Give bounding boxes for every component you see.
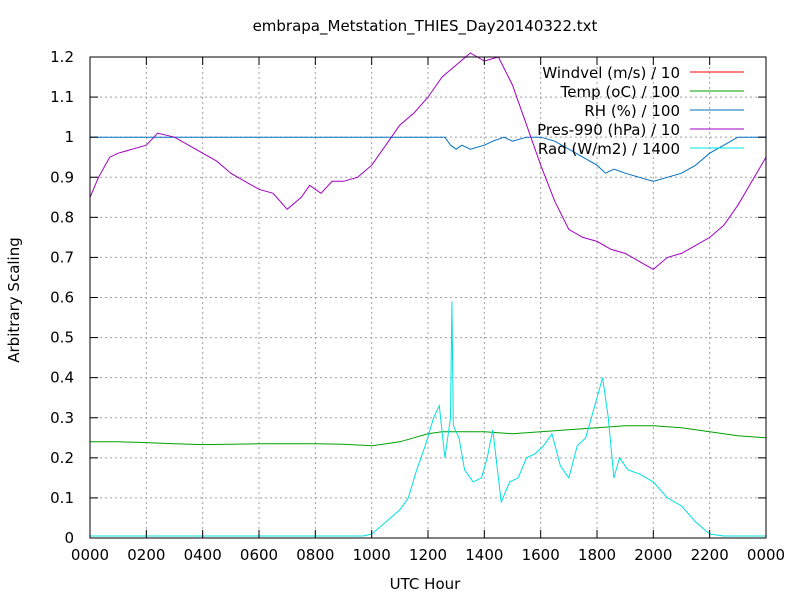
x-tick-label: 1200 xyxy=(409,546,447,564)
y-tick-label: 1.1 xyxy=(50,88,74,106)
y-axis-ticks: 0 0.1 0.2 0.3 0.4 0.5 0.6 0.7 0.8 0.9 1 1.1 1.2 xyxy=(50,48,766,547)
y-tick-label: 0.1 xyxy=(50,489,74,507)
y-tick-label: 0.2 xyxy=(50,449,74,467)
x-tick-label: 2000 xyxy=(634,546,672,564)
y-tick-label: 1.2 xyxy=(50,48,74,66)
x-tick-label: 0200 xyxy=(127,546,165,564)
y-tick-label: 1 xyxy=(64,128,74,146)
x-tick-label: 0800 xyxy=(296,546,334,564)
y-tick-label: 0.8 xyxy=(50,208,74,226)
series-line xyxy=(90,425,767,447)
series-layer xyxy=(89,52,767,537)
legend-label: Windvel (m/s) / 10 xyxy=(542,64,680,82)
y-tick-label: 0.5 xyxy=(50,329,74,347)
y-tick-label: 0.9 xyxy=(50,168,74,186)
x-axis-ticks: 0000 0200 0400 0600 0800 1000 1200 1400 1600 1800… xyxy=(71,57,785,564)
x-tick-label: 1600 xyxy=(522,546,560,564)
series-line xyxy=(89,52,767,271)
legend-label: RH (%) / 100 xyxy=(584,102,680,120)
x-tick-label: 0000 xyxy=(747,546,785,564)
x-tick-label: 1400 xyxy=(465,546,503,564)
x-tick-label: 0000 xyxy=(71,546,109,564)
legend-label: Temp (oC) / 100 xyxy=(560,83,680,101)
x-tick-label: 1000 xyxy=(353,546,391,564)
x-tick-label: 1800 xyxy=(578,546,616,564)
series-line xyxy=(90,136,766,182)
y-tick-label: 0.6 xyxy=(50,289,74,307)
y-tick-label: 0 xyxy=(64,529,74,547)
x-axis-label: UTC Hour xyxy=(390,575,461,593)
y-tick-label: 0.7 xyxy=(50,248,74,266)
chart-title: embrapa_Metstation_THIES_Day20140322.txt xyxy=(253,17,598,36)
y-tick-label: 0.3 xyxy=(50,409,74,427)
series-line xyxy=(90,301,766,537)
x-tick-label: 0400 xyxy=(184,546,222,564)
x-tick-label: 2200 xyxy=(691,546,729,564)
legend-label: Pres-990 (hPa) / 10 xyxy=(537,121,680,139)
x-tick-label: 0600 xyxy=(240,546,278,564)
legend-label: Rad (W/m2) / 1400 xyxy=(538,140,680,158)
y-tick-label: 0.4 xyxy=(50,369,74,387)
y-axis-label: Arbitrary Scaling xyxy=(5,237,23,363)
